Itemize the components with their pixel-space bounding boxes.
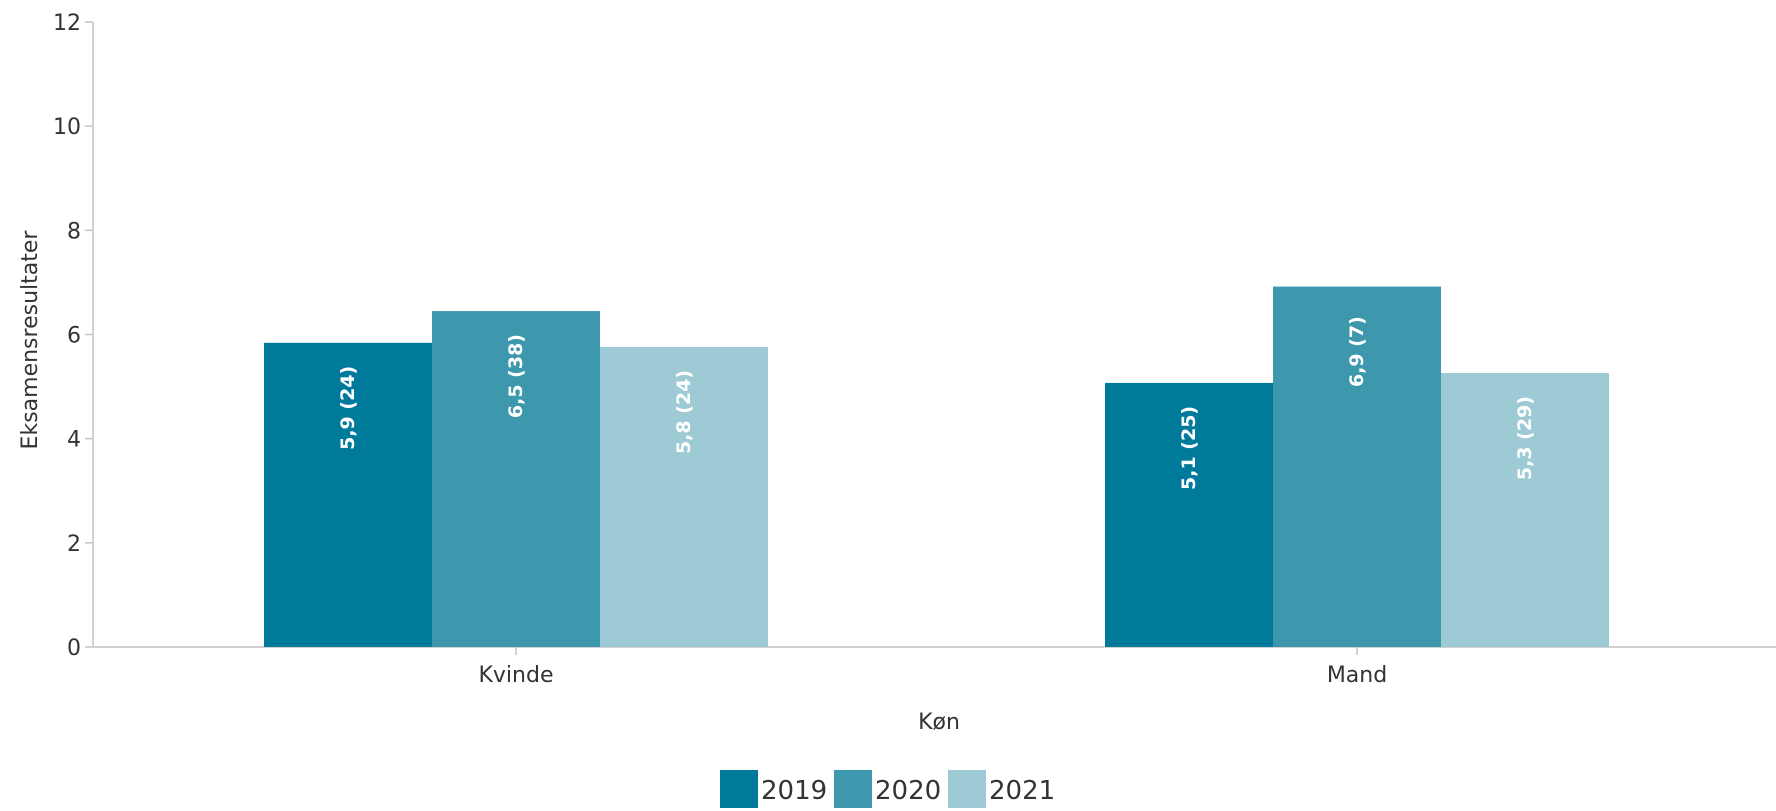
bar-2021-mand <box>1441 373 1609 647</box>
y-tick-label: 6 <box>67 324 81 349</box>
legend-label-2019: 2019 <box>761 776 827 806</box>
legend: 2019 2020 2021 <box>720 770 1055 808</box>
data-label: 6,9 (7) <box>1346 316 1368 387</box>
y-tick-label: 2 <box>67 532 81 557</box>
bar-2021-kvinde <box>600 347 768 647</box>
bar-2019-kvinde <box>264 342 432 647</box>
legend-swatch-2020 <box>834 770 872 808</box>
legend-swatch-2019 <box>720 770 758 808</box>
data-label: 6,5 (38) <box>505 334 527 418</box>
y-tick-label: 10 <box>53 115 81 140</box>
bar-2019-mand <box>1105 382 1273 647</box>
x-tick-label: Mand <box>1327 663 1387 688</box>
y-axis-title: Eksamensresultater <box>18 230 43 450</box>
data-labels: 5,9 (24) 5,1 (25) 6,5 (38) 6,9 (7) 5,8 (24) 5… <box>337 316 1536 490</box>
y-tick-label: 8 <box>67 219 81 244</box>
data-label: 5,8 (24) <box>673 370 695 454</box>
legend-label-2021: 2021 <box>989 776 1055 806</box>
y-tick-label: 4 <box>67 428 81 453</box>
bar-2020-kvinde <box>432 311 600 647</box>
data-label: 5,1 (25) <box>1178 406 1200 490</box>
bar-2020-mand <box>1273 286 1441 647</box>
x-axis-title: Køn <box>918 710 960 735</box>
y-tick-label: 0 <box>67 636 81 661</box>
x-tick-label: Kvinde <box>478 663 553 688</box>
legend-label-2020: 2020 <box>875 776 941 806</box>
data-label: 5,3 (29) <box>1514 396 1536 480</box>
legend-swatch-2021 <box>948 770 986 808</box>
data-label: 5,9 (24) <box>337 366 359 450</box>
bars <box>264 286 1609 647</box>
y-tick-label: 12 <box>53 11 81 36</box>
